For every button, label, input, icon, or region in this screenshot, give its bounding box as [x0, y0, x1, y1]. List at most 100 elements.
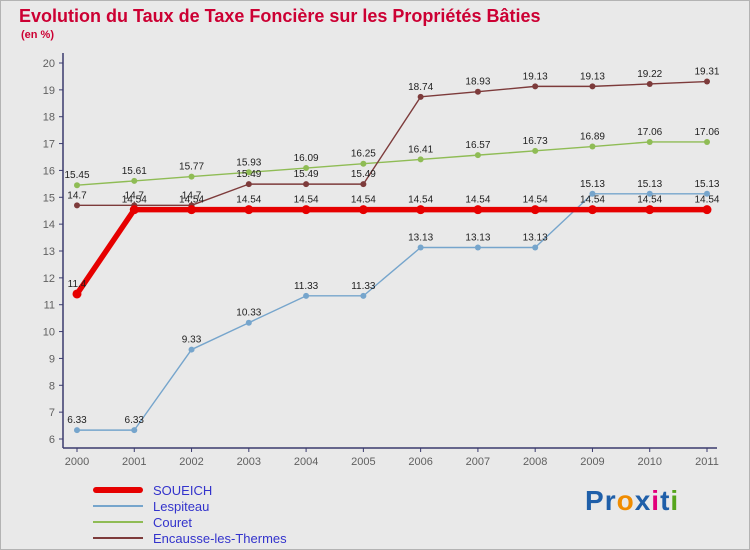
data-point: [360, 181, 367, 188]
x-tick-label: 2008: [523, 456, 547, 468]
y-tick-label: 14: [43, 219, 55, 231]
data-point: [74, 202, 80, 209]
data-label: 13.13: [465, 233, 490, 244]
data-point: [416, 205, 426, 215]
data-label: 16.41: [408, 144, 433, 155]
legend-line-soueich: [93, 487, 143, 493]
data-label: 14.54: [408, 195, 433, 206]
data-label: 14.54: [236, 195, 261, 206]
y-tick-label: 12: [43, 273, 55, 285]
data-point: [360, 292, 367, 299]
data-point: [74, 427, 80, 434]
data-label: 19.13: [580, 71, 605, 82]
data-point: [645, 205, 655, 215]
data-point: [587, 205, 597, 215]
data-point: [646, 138, 653, 145]
data-label: 15.49: [236, 169, 261, 180]
data-label: 11.4: [68, 279, 87, 290]
y-tick-label: 13: [43, 246, 55, 258]
data-label: 10.33: [236, 308, 261, 319]
data-point: [301, 205, 311, 215]
legend-label-soueich: SOUEICH: [153, 482, 213, 498]
legend-item-encausse: Encausse-les-Thermes: [93, 530, 287, 546]
series-line-Couret: [76, 141, 708, 186]
data-point: [532, 83, 539, 90]
data-label: 14.7: [125, 190, 145, 201]
series-line-SOUEICH: [74, 206, 710, 297]
logo-letter: i: [670, 485, 680, 516]
y-tick-label: 19: [43, 85, 55, 97]
data-point: [417, 93, 424, 100]
data-point: [473, 205, 483, 215]
chart-subtitle: (en %): [21, 29, 54, 41]
data-point: [188, 346, 195, 353]
x-tick-label: 2010: [637, 456, 661, 468]
legend-item-couret: Couret: [93, 514, 287, 530]
logo-letter: t: [660, 485, 671, 516]
data-point: [358, 205, 368, 215]
data-label: 19.22: [637, 69, 662, 80]
data-label: 14.54: [294, 195, 319, 206]
data-point: [702, 205, 712, 215]
y-tick-label: 10: [43, 327, 55, 339]
data-label: 14.54: [179, 195, 204, 206]
data-label: 14.54: [465, 195, 490, 206]
logo-letter: r: [604, 485, 617, 516]
data-label: 15.61: [122, 166, 147, 177]
data-label: 14.7: [67, 190, 87, 201]
series-line-Lespiteau: [76, 193, 708, 431]
data-label: 15.13: [580, 179, 605, 190]
data-label: 11.33: [351, 281, 376, 292]
data-label: 16.25: [351, 149, 376, 160]
data-point: [474, 244, 481, 251]
y-tick-label: 17: [43, 139, 55, 151]
data-point: [417, 156, 424, 163]
data-label: 15.13: [637, 179, 662, 190]
y-tick-label: 20: [43, 58, 55, 70]
data-label: 13.13: [408, 233, 433, 244]
data-point: [303, 181, 310, 188]
data-label: 9.33: [182, 335, 202, 346]
data-label: 15.13: [694, 179, 719, 190]
data-label: 6.33: [125, 415, 145, 426]
x-tick-label: 2011: [695, 456, 719, 468]
data-point: [245, 169, 252, 176]
legend-label-couret: Couret: [153, 514, 193, 530]
legend-item-soueich: SOUEICH: [93, 482, 287, 498]
legend-line-couret: [93, 521, 143, 523]
x-tick-label: 2006: [408, 456, 432, 468]
data-label: 14.54: [637, 195, 662, 206]
data-point: [474, 152, 481, 159]
y-tick-label: 7: [49, 407, 55, 419]
x-tick-label: 2005: [351, 456, 375, 468]
y-tick-label: 8: [49, 380, 55, 392]
data-point: [245, 181, 252, 188]
data-label: 16.89: [580, 132, 605, 143]
legend-label-lespiteau: Lespiteau: [153, 498, 210, 514]
x-tick-label: 2004: [294, 456, 318, 468]
data-point: [589, 143, 596, 150]
data-point: [417, 244, 424, 251]
legend-item-lespiteau: Lespiteau: [93, 498, 287, 514]
x-tick-label: 2009: [580, 456, 604, 468]
data-point: [72, 289, 82, 299]
series-line-Encausse-les-Thermes: [76, 80, 708, 207]
data-point: [360, 160, 367, 167]
legend-label-encausse: Encausse-les-Thermes: [153, 530, 287, 546]
data-label: 19.13: [523, 71, 548, 82]
legend-line-lespiteau: [93, 505, 143, 507]
data-point: [187, 205, 197, 215]
x-tick-label: 2001: [122, 456, 146, 468]
legend-line-encausse: [93, 537, 143, 539]
x-tick-label: 2007: [466, 456, 490, 468]
y-tick-label: 18: [43, 112, 55, 124]
data-label: 14.7: [182, 190, 202, 201]
data-point: [530, 205, 540, 215]
data-point: [303, 292, 310, 299]
logo-letter: x: [634, 485, 652, 516]
data-point: [532, 147, 539, 154]
data-point: [532, 244, 539, 251]
y-tick-label: 9: [49, 353, 55, 365]
data-point: [474, 88, 481, 95]
